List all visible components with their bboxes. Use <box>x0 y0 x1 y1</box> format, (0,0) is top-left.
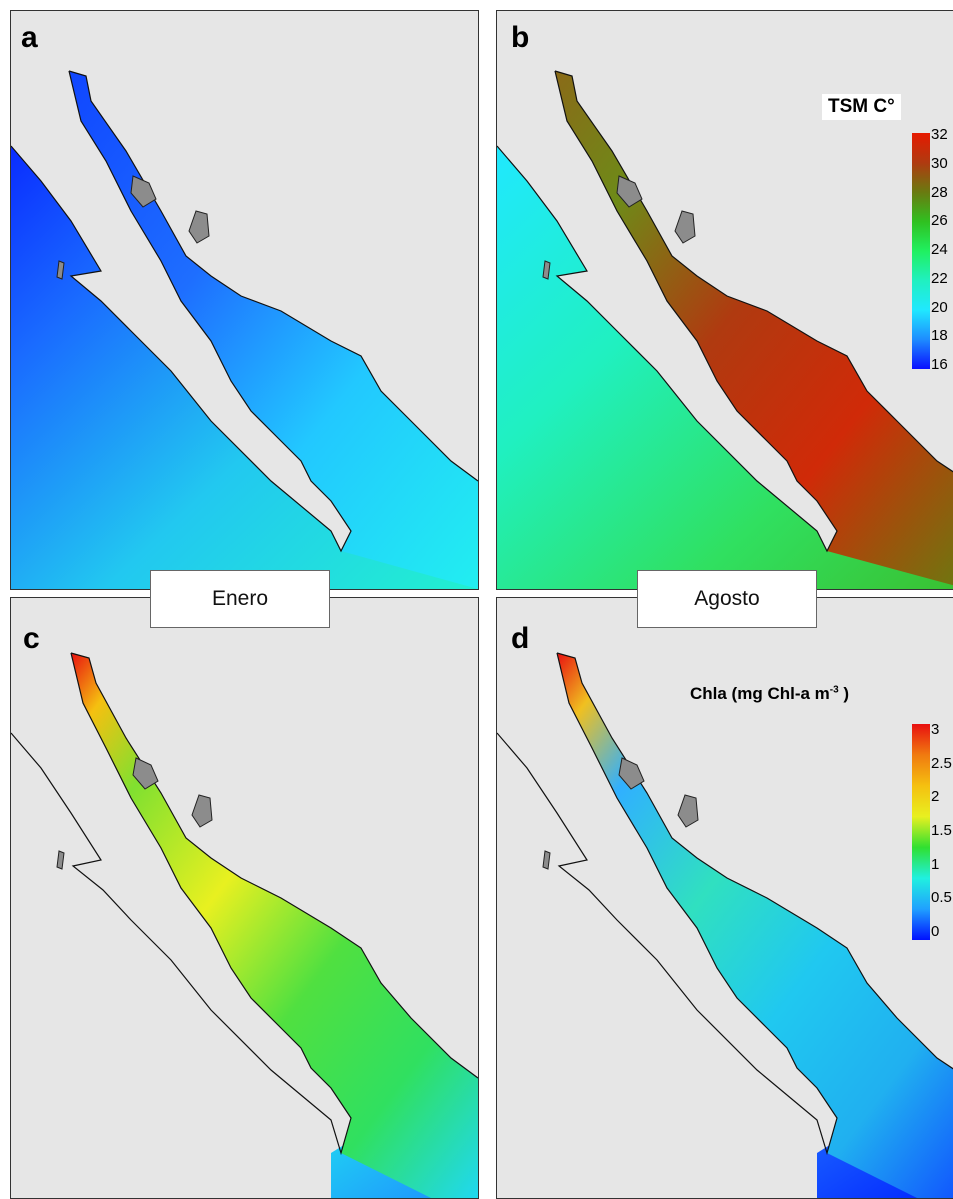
legend-sst-title: TSM C° <box>822 94 901 120</box>
chla-tick-label: 1 <box>931 855 940 873</box>
sst-tick-label: 16 <box>931 356 948 373</box>
coastline-peninsula <box>11 70 352 553</box>
sst-tick-label: 28 <box>931 183 948 201</box>
island-tiburon <box>191 794 213 828</box>
chla-tick-label: 2 <box>931 788 940 806</box>
coastline-mainland <box>554 70 953 473</box>
gulf-of-california <box>71 653 478 1198</box>
month-label-enero: Enero <box>150 570 330 628</box>
island-cedros <box>56 260 65 280</box>
chla-tick-label: 2.5 <box>931 754 952 772</box>
coastline-peninsula <box>11 652 352 1156</box>
coastline-peninsula <box>497 652 838 1156</box>
chla-tick-label: 0 <box>931 923 940 940</box>
gulf-of-california <box>557 653 953 1198</box>
gulf-of-california <box>555 71 953 586</box>
legend-chla-title-exponent: -3 <box>829 684 839 696</box>
panel-label-c: c <box>23 622 40 655</box>
map-panel-a: a <box>10 10 479 590</box>
sst-tick-label: 26 <box>931 212 948 230</box>
pacific-ocean <box>11 146 478 589</box>
legend-chla-title: Chla (mg Chl-a m-3 ) <box>690 684 849 704</box>
month-label-agosto: Agosto <box>637 570 817 628</box>
map-b-svg <box>497 70 953 589</box>
chla-tick-label: 0.5 <box>931 889 952 907</box>
island-cedros <box>542 850 551 870</box>
sst-tick-label: 22 <box>931 269 948 287</box>
panel-label-b: b <box>511 21 530 54</box>
map-panel-d: d <box>496 597 953 1199</box>
map-c-svg <box>11 652 478 1198</box>
map-d-svg <box>497 652 953 1198</box>
legend-sst-colorbar <box>912 133 930 369</box>
island-tiburon <box>188 210 210 244</box>
panel-label-d: d <box>511 622 530 655</box>
coastline-mainland <box>70 652 478 1079</box>
chla-tick-label: 1.5 <box>931 822 952 839</box>
coastline-mainland <box>68 70 478 482</box>
map-panel-c: c <box>10 597 479 1199</box>
sst-tick-label: 18 <box>931 327 948 345</box>
sst-tick-label: 24 <box>931 241 948 258</box>
island-angel-de-la-guarda <box>130 175 157 208</box>
island-angel-de-la-guarda <box>132 757 159 790</box>
legend-chla-title-suffix: ) <box>838 684 850 703</box>
island-tiburon <box>674 210 696 244</box>
panel-label-a: a <box>21 21 38 54</box>
legend-chla-title-text: Chla (mg Chl-a m <box>690 684 830 703</box>
gulf-of-california <box>69 71 478 589</box>
legend-chla-colorbar <box>912 724 930 940</box>
sst-tick-label: 32 <box>931 126 948 143</box>
coastline-peninsula <box>497 70 838 553</box>
island-cedros <box>56 850 65 870</box>
pacific-ocean <box>497 146 953 589</box>
coastline-mainland <box>556 652 953 1070</box>
island-tiburon <box>677 794 699 828</box>
island-angel-de-la-guarda <box>616 175 643 208</box>
chla-tick-label: 3 <box>931 721 940 738</box>
sst-tick-label: 20 <box>931 298 948 316</box>
sst-tick-label: 30 <box>931 154 948 172</box>
island-angel-de-la-guarda <box>618 757 645 790</box>
island-cedros <box>542 260 551 280</box>
map-a-svg <box>11 70 478 589</box>
